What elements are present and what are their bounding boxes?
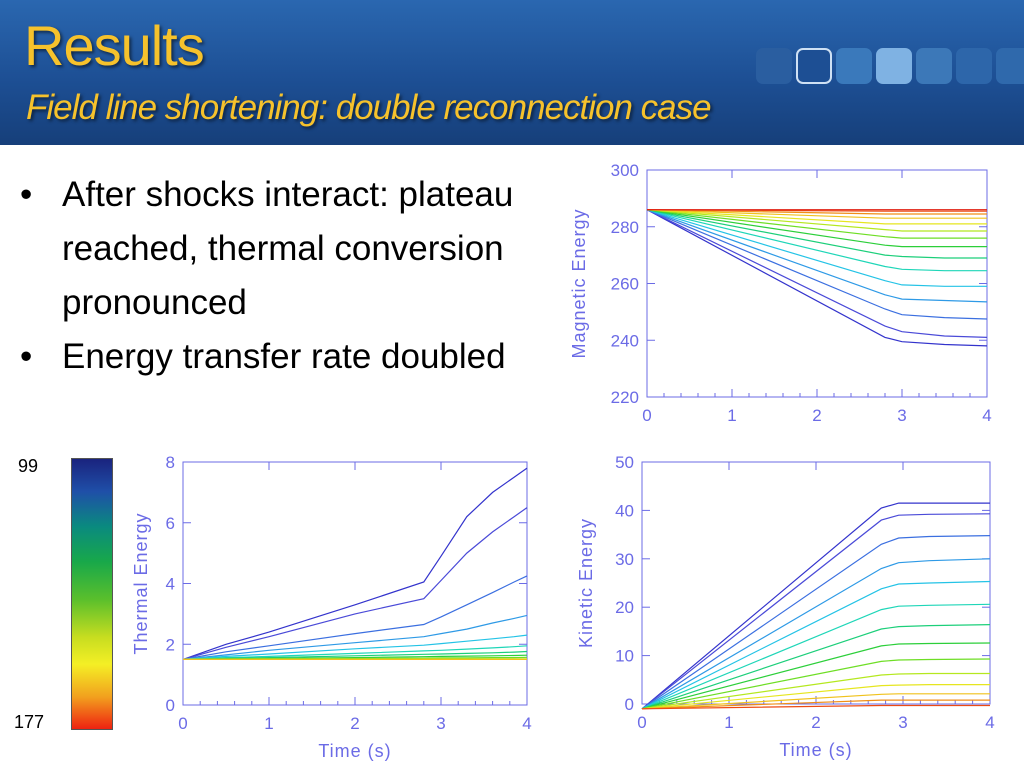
series-line (641, 699, 990, 710)
y-tick-label: 280 (611, 218, 639, 237)
series-line (641, 580, 991, 710)
series-line (641, 642, 991, 710)
series-line (646, 209, 987, 239)
y-tick-label: 40 (615, 501, 634, 520)
x-tick-label: 3 (897, 406, 906, 425)
y-tick-label: 2 (166, 635, 175, 654)
series-line (182, 650, 528, 660)
y-tick-label: 240 (611, 331, 639, 350)
colorbar-bottom-label: 177 (14, 712, 45, 732)
series-line (182, 575, 528, 660)
decor-square (876, 48, 912, 84)
y-tick-label: 50 (615, 453, 634, 472)
y-tick-label: 10 (615, 647, 634, 666)
decor-square (956, 48, 992, 84)
x-tick-label: 4 (982, 406, 991, 425)
series-line (182, 467, 528, 660)
x-tick-label: 1 (264, 714, 273, 733)
y-tick-label: 220 (611, 388, 639, 407)
series-line (646, 209, 987, 212)
series-line (182, 507, 528, 660)
x-axis-title: Time (s) (779, 740, 852, 760)
slide-header: Results Field line shortening: double re… (0, 0, 1024, 145)
series-line (646, 209, 988, 303)
y-axis-title: Magnetic Energy (569, 208, 589, 358)
series-line (646, 209, 988, 338)
thermal-energy-chart: 0 1 2 3 4 0 2 4 6 8 Thermal Energy Time (s) (131, 453, 532, 761)
y-tick-label: 260 (611, 275, 639, 294)
series-line (641, 704, 990, 710)
series-line (646, 209, 987, 225)
series-line (641, 558, 991, 710)
y-tick-label: 6 (166, 514, 175, 533)
y-tick-label: 0 (625, 695, 634, 714)
y-axis-title: Thermal Energy (131, 512, 151, 654)
x-tick-label: 3 (436, 714, 445, 733)
series-line (182, 645, 528, 660)
series-line (641, 535, 991, 710)
bullet-icon: • (20, 175, 33, 214)
series-line (646, 209, 987, 287)
series-line (182, 614, 528, 660)
y-tick-label: 30 (615, 550, 634, 569)
y-tick-label: 4 (166, 575, 175, 594)
series-line (641, 658, 991, 710)
series-line (646, 209, 988, 347)
series-line (641, 693, 990, 710)
series-line (646, 209, 988, 320)
plot-frame (646, 169, 988, 398)
x-tick-label: 2 (812, 406, 821, 425)
y-tick-label: 20 (615, 598, 634, 617)
series-line (646, 209, 987, 232)
x-tick-label: 2 (350, 714, 359, 733)
plot-frame (182, 461, 528, 706)
bullet-list: • After shocks interact: plateau reached… (10, 168, 550, 384)
bullet-text: Energy transfer rate doubled (62, 337, 506, 376)
y-tick-label: 0 (166, 696, 175, 715)
slide-title: Results (24, 14, 205, 77)
x-axis-title: Time (s) (318, 741, 391, 761)
slide-subtitle: Field line shortening: double reconnecti… (26, 88, 712, 127)
x-tick-label: 0 (637, 713, 646, 732)
series-line (646, 209, 987, 219)
x-tick-label: 0 (178, 714, 187, 733)
series-line (646, 209, 987, 272)
x-tick-label: 1 (724, 713, 733, 732)
y-tick-label: 8 (166, 453, 175, 472)
y-axis-title: Kinetic Energy (576, 518, 596, 648)
series-line (641, 513, 991, 710)
decor-square (796, 48, 832, 84)
colorbar (71, 458, 113, 730)
magnetic-energy-chart: 0 1 2 3 4 220 240 260 280 300 Magnetic Energy (569, 161, 992, 425)
bullet-text: After shocks interact: plateau reached, … (62, 175, 514, 322)
x-tick-label: 1 (727, 406, 736, 425)
series-line (641, 624, 991, 710)
series-line (641, 684, 990, 710)
colorbar-top-label: 99 (18, 456, 39, 476)
x-tick-label: 3 (898, 713, 907, 732)
decor-square (756, 48, 792, 84)
series-line (641, 603, 991, 710)
series-line (646, 209, 987, 248)
series-line (641, 672, 990, 710)
series-line (646, 209, 987, 259)
x-tick-label: 2 (811, 713, 820, 732)
series-line (641, 502, 990, 710)
series-line (182, 634, 528, 660)
decor-square (916, 48, 952, 84)
decor-square (996, 48, 1024, 84)
x-tick-label: 4 (522, 714, 531, 733)
bullet-item: • After shocks interact: plateau reached… (10, 168, 550, 330)
series-line (646, 209, 987, 215)
x-tick-label: 4 (985, 713, 994, 732)
x-tick-label: 0 (642, 406, 651, 425)
bullet-icon: • (20, 337, 33, 376)
y-tick-label: 300 (611, 161, 639, 180)
decor-square (836, 48, 872, 84)
bullet-item: • Energy transfer rate doubled (10, 330, 550, 384)
